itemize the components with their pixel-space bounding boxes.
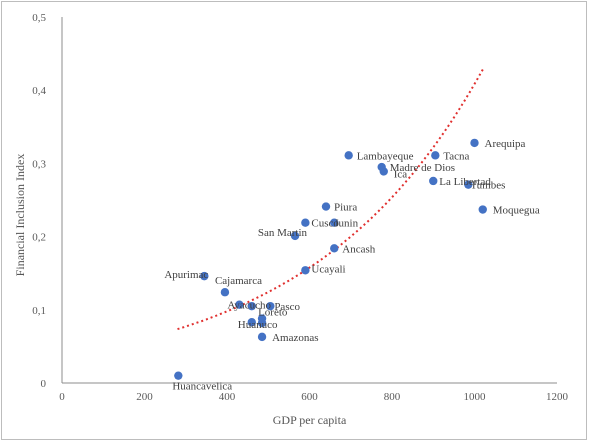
data-point <box>174 371 183 380</box>
data-point <box>301 218 310 227</box>
point-label: Ayacucho <box>227 300 271 312</box>
point-label: Pasco <box>274 301 300 313</box>
data-points <box>174 138 487 380</box>
y-tick-label: 0,1 <box>32 305 46 317</box>
data-point <box>330 218 339 227</box>
point-label: Ica <box>394 168 408 180</box>
data-point <box>257 332 267 342</box>
y-tick-label: 0 <box>41 378 47 390</box>
data-point <box>470 138 479 148</box>
y-axis-title: Financial Inclusion Index <box>13 154 27 277</box>
point-label: Arequipa <box>485 138 526 150</box>
data-point <box>464 180 473 189</box>
x-tick-labels: 0 200 400 600 800 1000 1200 <box>59 391 568 403</box>
data-point <box>247 318 256 327</box>
point-label: La Libertad <box>439 176 491 188</box>
point-label: San Martin <box>258 227 308 239</box>
data-point <box>266 301 275 311</box>
data-point <box>429 176 438 186</box>
x-tick-label: 600 <box>301 391 318 403</box>
y-tick-label: 0,5 <box>32 12 46 24</box>
point-label: Cusco <box>311 218 339 230</box>
data-point <box>330 244 339 253</box>
y-tick-label: 0,3 <box>32 158 46 170</box>
data-point <box>344 151 353 160</box>
data-point <box>235 300 244 309</box>
point-label: Huanuco <box>238 319 278 331</box>
point-label: Moquegua <box>493 205 540 217</box>
x-tick-label: 0 <box>59 391 65 403</box>
point-label: Apurimac <box>164 269 208 281</box>
y-tick-label: 0,4 <box>32 85 46 97</box>
point-label: Ucayali <box>311 263 345 275</box>
data-point <box>247 301 256 311</box>
point-label: Huancavelica <box>172 381 232 393</box>
point-label: Tacna <box>443 150 469 162</box>
x-tick-label: 1200 <box>546 391 569 403</box>
point-label: Lambayeque <box>357 150 414 162</box>
data-point <box>379 167 388 176</box>
data-point <box>200 271 209 281</box>
point-label: Ancash <box>342 243 375 255</box>
x-tick-label: 800 <box>384 391 401 403</box>
data-point <box>321 202 331 211</box>
data-point <box>257 318 267 328</box>
x-tick-label: 400 <box>219 391 236 403</box>
point-label: Loreto <box>258 307 288 319</box>
data-point <box>478 205 487 214</box>
x-tick-label: 200 <box>136 391 153 403</box>
x-tick-label: 1000 <box>464 391 487 403</box>
point-label: Tumbes <box>470 180 505 192</box>
x-axis-title: GDP per capita <box>273 413 347 427</box>
trendline <box>177 69 484 331</box>
point-label: Amazonas <box>272 332 318 344</box>
y-tick-label: 0,2 <box>32 232 46 244</box>
data-point <box>220 288 230 297</box>
point-label: Piura <box>334 202 357 214</box>
y-tick-labels: 0 0,1 0,2 0,3 0,4 0,5 <box>32 12 46 390</box>
data-point <box>290 231 300 241</box>
data-point <box>431 151 440 160</box>
point-label: Cajamarca <box>215 275 262 287</box>
data-point <box>301 266 310 275</box>
point-label: Junin <box>334 218 358 230</box>
point-label: Madre de Dios <box>390 162 455 174</box>
axes <box>61 17 557 384</box>
